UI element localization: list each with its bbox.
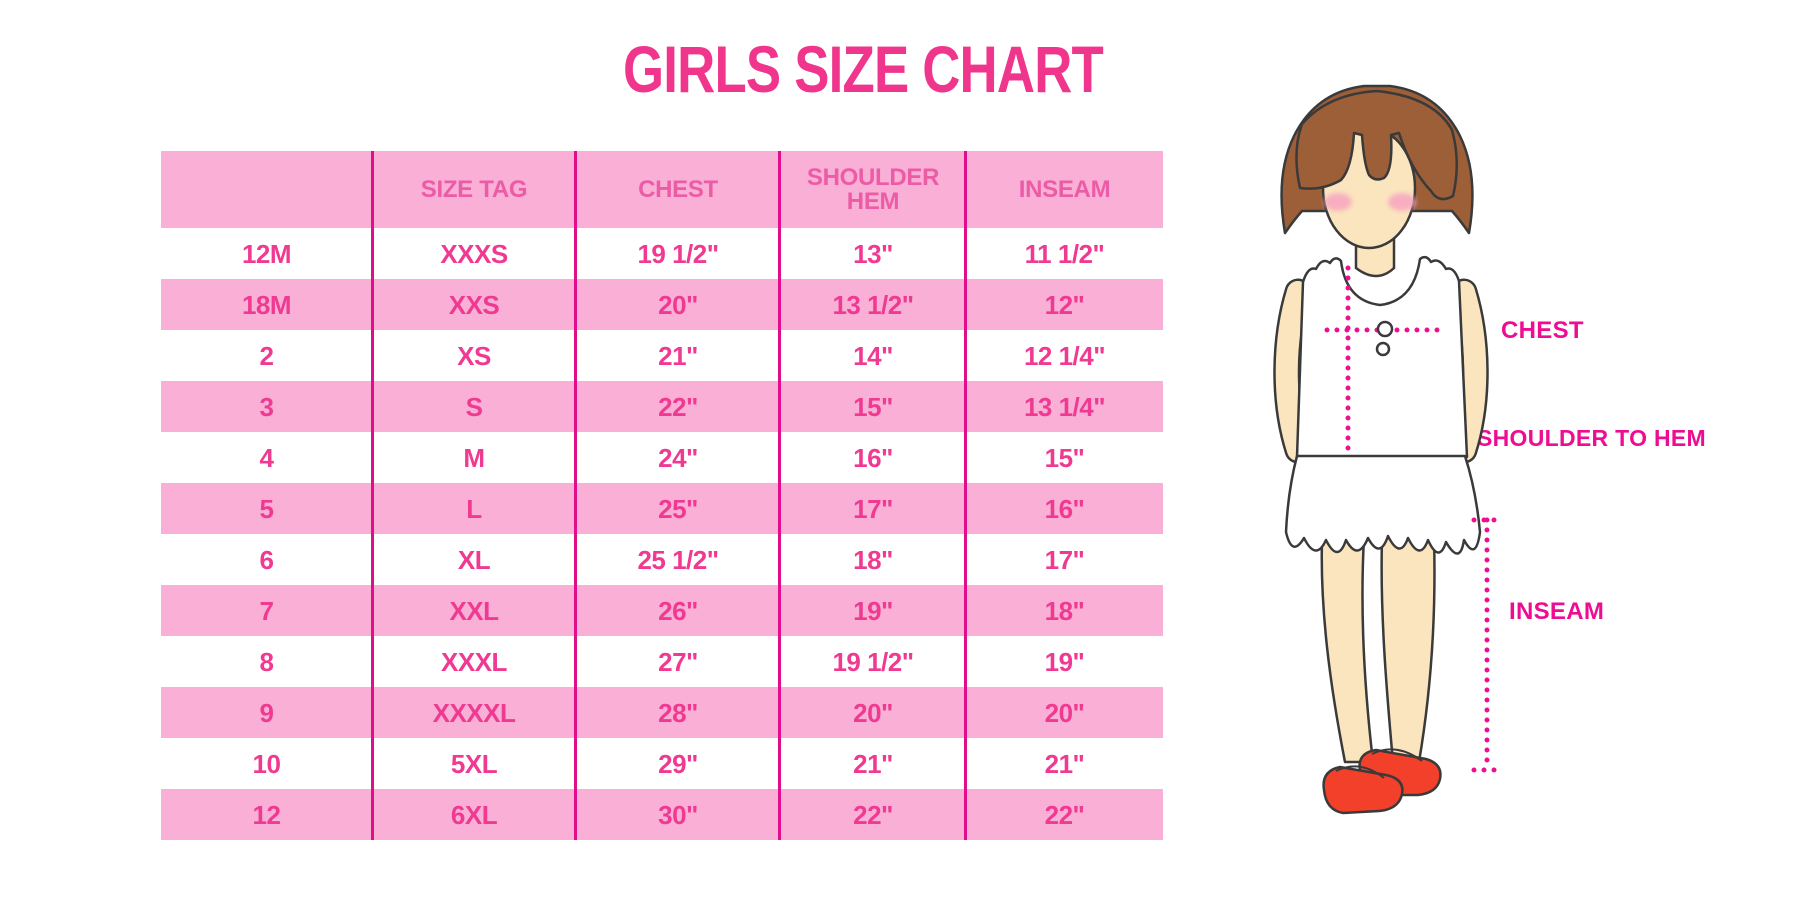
- shoulder-hem-cell: 15": [853, 391, 893, 422]
- shoulder-hem-cell: 18": [853, 544, 893, 575]
- inseam-cell: 12 1/4": [1023, 340, 1106, 371]
- size-tag-cell: 6XL: [450, 799, 498, 830]
- size-tag-cell: XXXS: [440, 238, 508, 269]
- inseam-cell: 17": [1044, 544, 1085, 575]
- size-tag-cell: XL: [457, 544, 491, 575]
- shoulder-hem-cell: 16": [853, 442, 893, 473]
- size-tag-cell: XXXL: [441, 646, 507, 677]
- page-title: GIRLS SIZE CHART: [622, 32, 1104, 106]
- chest-cell: 24": [658, 442, 698, 473]
- size-tag-cell: L: [466, 493, 482, 524]
- size-cell: 6: [259, 544, 274, 575]
- inseam-cell: 15": [1044, 442, 1085, 473]
- size-tag-cell: M: [463, 442, 485, 473]
- size-tag-cell: 5XL: [450, 748, 498, 779]
- chest-cell: 28": [658, 697, 698, 728]
- size-cell: 12M: [241, 238, 292, 269]
- inseam-cell: 19": [1044, 646, 1085, 677]
- size-cell: 12: [252, 799, 281, 830]
- column-header-size-tag: SIZE TAG: [420, 175, 528, 203]
- girl-figure-illustration: [1273, 84, 1504, 815]
- chest-cell: 26": [658, 595, 698, 626]
- inseam-cell: 11 1/2": [1024, 238, 1105, 269]
- size-tag-cell: XXL: [449, 595, 499, 626]
- table-row: 10 5XL 29" 21" 21": [161, 738, 1163, 789]
- chest-cell: 22": [658, 391, 698, 422]
- chest-cell: 19 1/2": [637, 238, 719, 269]
- column-header-chest: CHEST: [638, 175, 718, 203]
- shoulder-hem-cell: 19 1/2": [832, 646, 914, 677]
- table-row: 5 L 25" 17" 16": [161, 483, 1163, 534]
- size-cell: 8: [259, 646, 274, 677]
- size-tag-cell: S: [465, 391, 483, 422]
- size-cell: 9: [259, 697, 274, 728]
- size-cell: 18M: [241, 289, 292, 320]
- shoulder-hem-cell: 14": [853, 340, 893, 371]
- girl-skirt: [1284, 454, 1482, 555]
- shoulder-hem-cell: 17": [853, 493, 893, 524]
- column-separator: [964, 151, 967, 840]
- size-cell: 4: [259, 442, 274, 473]
- girl-arms: [1273, 278, 1489, 464]
- chest-cell: 27": [658, 646, 698, 677]
- shirt-button-bottom: [1375, 341, 1391, 357]
- girl-shoes: [1322, 748, 1442, 815]
- chest-cell: 21": [658, 340, 698, 371]
- table-row: 2 XS 21" 14" 12 1/4": [161, 330, 1163, 381]
- table-row: 3 S 22" 15" 13 1/4": [161, 381, 1163, 432]
- table-row: 6 XL 25 1/2" 18" 17": [161, 534, 1163, 585]
- table-row: 4 M 24" 16" 15": [161, 432, 1163, 483]
- blush-right: [1388, 193, 1416, 211]
- inseam-cell: 16": [1044, 493, 1085, 524]
- shoulder-hem-cell: 21": [853, 748, 893, 779]
- inseam-cell: 22": [1044, 799, 1085, 830]
- size-tag-cell: XXS: [448, 289, 500, 320]
- table-row: 9 XXXXL 28" 20" 20": [161, 687, 1163, 738]
- inseam-cell: 12": [1044, 289, 1085, 320]
- size-cell: 10: [252, 748, 281, 779]
- girl-legs: [1320, 536, 1436, 764]
- column-header-inseam: INSEAM: [1018, 175, 1111, 203]
- column-separator: [574, 151, 577, 840]
- table-row: 8 XXXL 27" 19 1/2" 19": [161, 636, 1163, 687]
- size-chart-table: SIZE TAG CHEST SHOULDER HEM INSEAM 12M X…: [161, 151, 1163, 840]
- table-header-row: SIZE TAG CHEST SHOULDER HEM INSEAM: [161, 151, 1163, 228]
- inseam-measure-label: INSEAM: [1509, 598, 1605, 625]
- table-row: 7 XXL 26" 19" 18": [161, 585, 1163, 636]
- inseam-cell: 13 1/4": [1023, 391, 1106, 422]
- chest-cell: 29": [658, 748, 698, 779]
- size-cell: 7: [259, 595, 274, 626]
- blush-left: [1324, 193, 1352, 211]
- table-row: 12 6XL 30" 22" 22": [161, 789, 1163, 840]
- shoulder-hem-cell: 13 1/2": [832, 289, 914, 320]
- inseam-cell: 20": [1044, 697, 1085, 728]
- column-header-shoulder-hem: SHOULDER HEM: [806, 163, 940, 215]
- size-cell: 2: [259, 340, 274, 371]
- chest-cell: 25": [658, 493, 698, 524]
- chest-cell: 20": [658, 289, 698, 320]
- size-tag-cell: XXXXL: [432, 697, 516, 728]
- inseam-cell: 21": [1044, 748, 1085, 779]
- size-cell: 5: [259, 493, 274, 524]
- shoulder-hem-cell: 20": [853, 697, 893, 728]
- chest-cell: 30": [658, 799, 698, 830]
- girl-bangs: [1295, 89, 1459, 201]
- table-row: 12M XXXS 19 1/2" 13" 11 1/2": [161, 228, 1163, 279]
- shoulder-to-hem-measure-label: SHOULDER TO HEM: [1477, 425, 1706, 451]
- shoulder-hem-cell: 22": [853, 799, 893, 830]
- shoulder-hem-cell: 19": [853, 595, 893, 626]
- girl-top: [1295, 255, 1469, 459]
- column-separator: [778, 151, 781, 840]
- column-separator: [371, 151, 374, 840]
- table-row: 18M XXS 20" 13 1/2" 12": [161, 279, 1163, 330]
- shirt-button-top: [1376, 320, 1394, 338]
- chest-measure-label: CHEST: [1501, 317, 1584, 344]
- inseam-cell: 18": [1044, 595, 1085, 626]
- size-cell: 3: [259, 391, 274, 422]
- shoulder-hem-cell: 13": [853, 238, 893, 269]
- size-tag-cell: XS: [457, 340, 491, 371]
- chest-cell: 25 1/2": [637, 544, 719, 575]
